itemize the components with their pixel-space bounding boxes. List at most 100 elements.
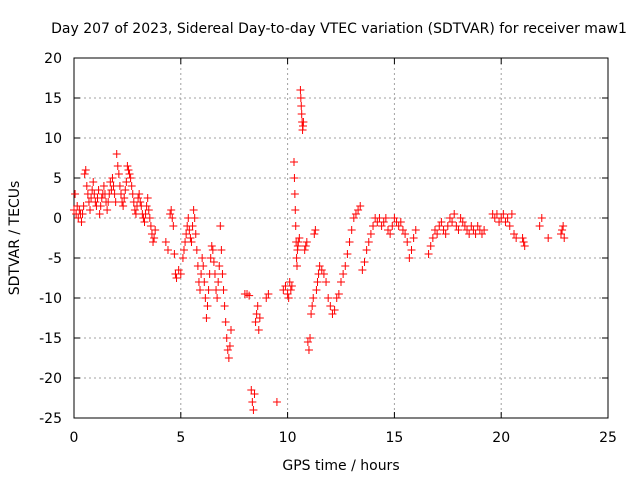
data-point (253, 302, 262, 310)
data-point (295, 234, 304, 242)
data-point (324, 294, 333, 302)
data-point (272, 398, 281, 406)
data-point (80, 170, 89, 178)
data-point (433, 230, 442, 238)
data-point (398, 226, 407, 234)
data-point (86, 206, 95, 214)
data-point (168, 214, 177, 222)
data-point (297, 102, 306, 110)
data-point (124, 166, 133, 174)
data-point (218, 270, 227, 278)
data-point (537, 214, 546, 222)
data-point (216, 222, 225, 230)
data-point (140, 218, 149, 226)
data-point (82, 182, 91, 190)
y-axis-label: SDTVAR / TECUs (7, 181, 23, 296)
data-point (145, 214, 154, 222)
data-point (255, 314, 264, 322)
data-point (558, 226, 567, 234)
data-point (285, 278, 294, 286)
data-point (296, 94, 305, 102)
data-point (208, 246, 217, 254)
data-point (113, 162, 122, 170)
data-point (166, 210, 175, 218)
data-point (104, 198, 113, 206)
data-point (245, 291, 254, 300)
data-point (366, 230, 375, 238)
data-point (313, 278, 322, 286)
data-point (454, 226, 463, 234)
data-point (191, 230, 200, 238)
data-point (224, 354, 233, 362)
data-point (204, 286, 213, 294)
y-tick-label: 10 (44, 131, 62, 147)
y-tick-label: -10 (39, 291, 62, 307)
data-point (149, 238, 158, 246)
data-point (96, 202, 105, 210)
data-point (122, 178, 131, 186)
data-point (386, 230, 395, 238)
data-point (426, 242, 435, 250)
data-point (501, 218, 510, 226)
data-point (116, 190, 125, 198)
data-point (150, 234, 159, 242)
data-point (535, 222, 544, 230)
data-point (507, 210, 516, 218)
data-point (219, 286, 228, 294)
data-point (315, 262, 324, 270)
data-point (341, 262, 350, 270)
data-point (292, 254, 301, 262)
data-point (201, 294, 210, 302)
data-point (90, 190, 99, 198)
data-point (212, 286, 221, 294)
data-point (112, 150, 121, 158)
data-point (302, 238, 311, 246)
x-tick-label: 15 (385, 430, 403, 446)
data-point (248, 398, 257, 406)
data-point (120, 194, 129, 202)
data-point (337, 278, 345, 286)
data-point (199, 262, 208, 270)
data-point (330, 306, 339, 314)
data-point (103, 206, 112, 214)
data-point (180, 246, 189, 254)
data-point (167, 206, 176, 214)
y-tick-label: 15 (44, 91, 62, 107)
data-point (130, 206, 139, 214)
data-point (519, 238, 528, 246)
data-point (108, 174, 117, 182)
data-point (213, 294, 222, 302)
data-point (284, 294, 293, 302)
data-point (215, 262, 224, 270)
data-point (123, 162, 132, 170)
y-tick-label: -15 (39, 331, 62, 347)
y-tick-label: 5 (53, 171, 62, 187)
data-point (428, 234, 437, 242)
data-point (114, 170, 123, 178)
data-point (437, 218, 446, 226)
x-tick-label: 20 (492, 430, 510, 446)
data-point (135, 190, 144, 198)
data-point (71, 190, 80, 198)
data-point (147, 230, 156, 238)
data-point (435, 222, 444, 230)
data-point (185, 226, 194, 234)
data-point (121, 186, 130, 194)
data-point (134, 194, 143, 202)
data-point (188, 222, 197, 230)
data-point (97, 194, 106, 202)
data-point (358, 266, 367, 274)
data-point (306, 334, 315, 342)
data-point (480, 226, 489, 234)
data-points (70, 86, 569, 414)
data-point (217, 246, 226, 254)
data-point (559, 222, 568, 230)
x-tick-label: 0 (70, 430, 79, 446)
data-point (143, 194, 152, 202)
x-tick-label: 10 (279, 430, 297, 446)
data-point (262, 294, 271, 302)
data-point (252, 310, 261, 318)
data-point (125, 170, 134, 178)
data-point (557, 230, 566, 238)
